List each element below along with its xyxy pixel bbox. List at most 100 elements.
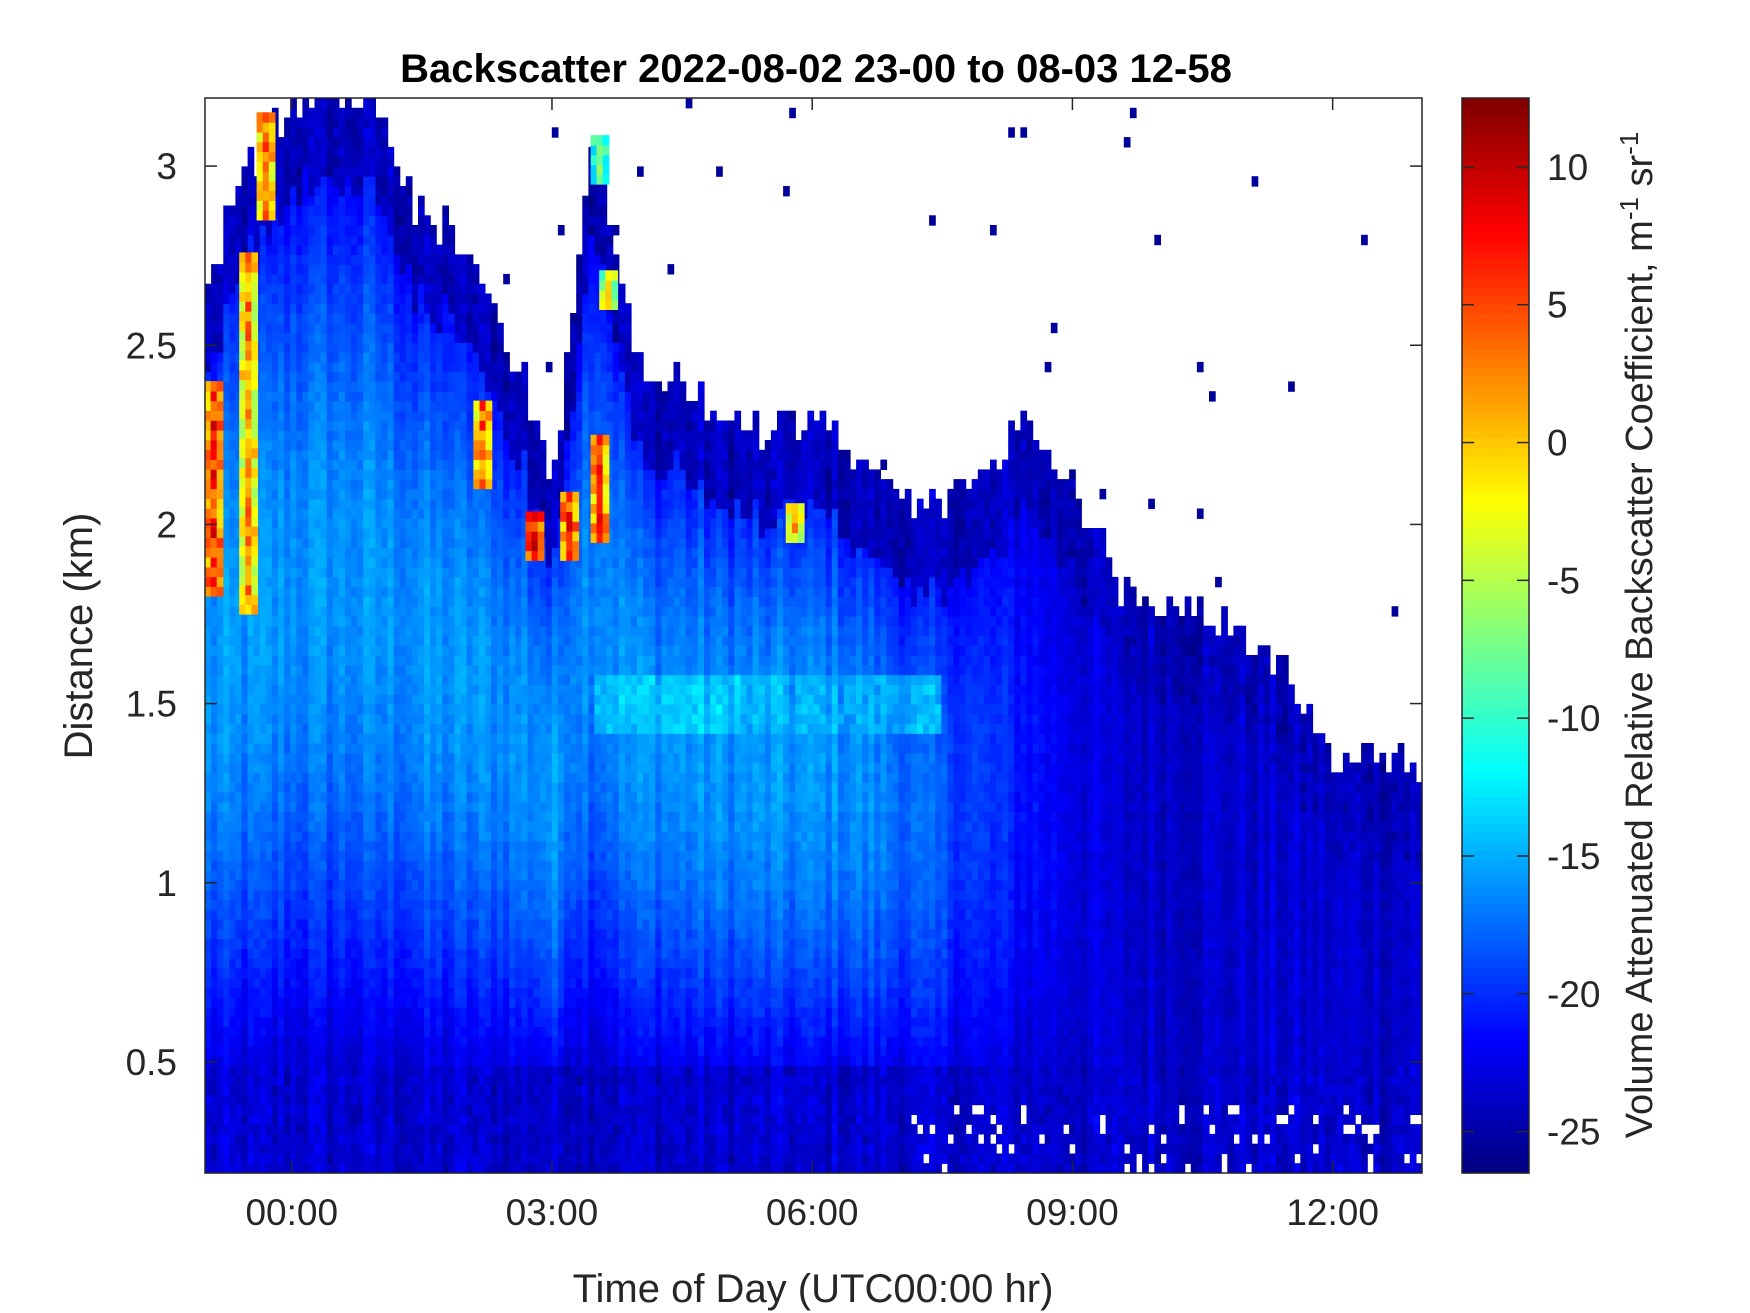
heatmap-cell <box>271 664 279 676</box>
heatmap-cell <box>491 1046 498 1057</box>
heatmap-cell <box>223 401 230 412</box>
heatmap-cell <box>302 1163 310 1174</box>
heatmap-cell <box>381 479 389 490</box>
heatmap-cell <box>290 469 297 480</box>
heatmap-cell <box>369 987 376 998</box>
heatmap-cell <box>320 958 328 969</box>
heatmap-cell <box>491 528 498 539</box>
heatmap-cell <box>308 1006 316 1018</box>
heatmap-cell <box>411 586 419 597</box>
heatmap-cell <box>259 1094 267 1106</box>
heatmap-cell <box>393 791 401 803</box>
heatmap-cell <box>442 703 449 715</box>
heatmap-cell <box>265 840 273 852</box>
heatmap-cell <box>265 459 273 470</box>
heatmap-cell <box>326 352 334 363</box>
heatmap-cell <box>205 1153 212 1164</box>
heatmap-cell <box>491 958 498 969</box>
heatmap-cell <box>424 332 431 343</box>
heatmap-cell <box>302 352 310 363</box>
heatmap-cell <box>411 674 419 685</box>
heatmap-cell <box>345 655 352 666</box>
heatmap-cell <box>375 840 383 852</box>
heatmap-cell <box>430 879 437 891</box>
heatmap-cell <box>375 850 383 861</box>
heatmap-cell <box>387 1055 395 1067</box>
heatmap-cell <box>357 567 364 578</box>
heatmap-cell <box>497 821 504 832</box>
heatmap-cell <box>418 772 425 783</box>
heatmap-cell <box>217 870 224 881</box>
heatmap-cell <box>369 117 376 128</box>
heatmap-cell <box>442 528 449 539</box>
heatmap-cell <box>387 381 395 392</box>
heatmap-cell <box>466 928 474 940</box>
heatmap-cell <box>418 1075 425 1086</box>
heatmap-cell <box>314 997 322 1008</box>
heatmap-cell <box>430 547 437 558</box>
heatmap-cell <box>205 743 212 754</box>
heatmap-cell <box>393 537 401 549</box>
heatmap-cell <box>460 928 468 940</box>
heatmap-cell <box>484 958 492 969</box>
heatmap-cell <box>290 557 297 568</box>
heatmap-cell <box>211 1085 218 1096</box>
heatmap-cell <box>369 273 376 285</box>
heatmap-cell <box>296 743 303 754</box>
heatmap-cell <box>290 567 297 578</box>
heatmap-cell <box>448 273 456 285</box>
heatmap-cell <box>302 195 310 207</box>
heatmap-cell <box>296 264 303 275</box>
heatmap-cell <box>223 928 230 940</box>
heatmap-cell <box>369 508 376 519</box>
heatmap-cell <box>448 909 456 920</box>
heatmap-cell <box>472 352 480 363</box>
heatmap-cell <box>454 850 462 861</box>
heatmap-cell <box>326 401 334 412</box>
heatmap-cell <box>211 840 218 852</box>
heatmap-cell <box>290 156 297 167</box>
heatmap-cell <box>271 1075 279 1086</box>
heatmap-cell <box>265 967 273 979</box>
heatmap-cell <box>265 361 273 373</box>
heatmap-cell <box>478 1016 486 1027</box>
heatmap-cell <box>229 879 236 891</box>
heatmap-cell <box>375 625 383 637</box>
heatmap-cell <box>278 1153 285 1164</box>
heatmap-cell <box>241 1124 249 1135</box>
heatmap-cell <box>235 459 243 470</box>
heatmap-cell <box>229 547 236 558</box>
heatmap-cell <box>399 459 407 470</box>
heatmap-cell <box>436 801 443 812</box>
heatmap-cell <box>448 938 456 949</box>
heatmap-cell <box>326 459 334 470</box>
heatmap-cell <box>229 713 236 725</box>
heatmap-cell <box>247 948 255 959</box>
heatmap-cell <box>332 1153 340 1164</box>
heatmap-cell <box>484 889 492 900</box>
heatmap-cell <box>363 889 370 900</box>
heatmap-cell <box>363 342 370 353</box>
heatmap-cell <box>387 870 395 881</box>
heatmap-cell <box>424 1124 431 1135</box>
heatmap-cell <box>430 1124 437 1135</box>
heatmap-cell <box>290 713 297 725</box>
heatmap-cell <box>247 195 255 207</box>
heatmap-cell <box>460 498 468 510</box>
heatmap-cell <box>259 831 267 842</box>
heatmap-cell <box>284 361 291 373</box>
heatmap-cell <box>332 469 340 480</box>
heatmap-cell <box>357 508 364 519</box>
heatmap-cell <box>345 361 352 373</box>
heatmap-cell <box>296 616 303 627</box>
heatmap-cell <box>369 938 376 949</box>
heatmap-cell <box>381 684 389 695</box>
heatmap-cell <box>338 1133 346 1145</box>
heatmap-cell <box>448 401 456 412</box>
heatmap-cell <box>399 469 407 480</box>
heatmap-cell <box>381 225 389 236</box>
heatmap-cell <box>381 762 389 773</box>
heatmap-cell <box>345 1036 352 1047</box>
heatmap-cell <box>229 410 236 422</box>
heatmap-cell <box>284 596 291 607</box>
